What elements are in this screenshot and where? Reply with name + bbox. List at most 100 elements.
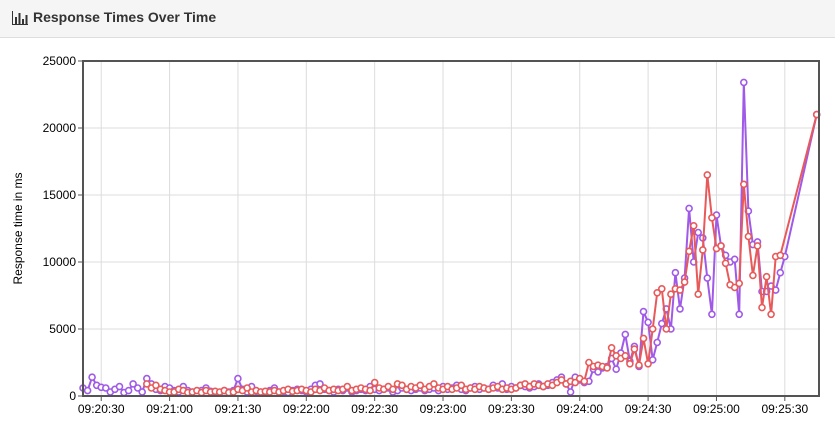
- x-tick-label: 09:21:30: [215, 402, 262, 416]
- data-point[interactable]: [102, 384, 110, 392]
- data-point[interactable]: [83, 386, 92, 395]
- data-point[interactable]: [776, 251, 785, 260]
- data-point[interactable]: [680, 278, 689, 286]
- data-point[interactable]: [694, 228, 703, 237]
- data-point[interactable]: [143, 380, 151, 388]
- data-point[interactable]: [557, 376, 566, 384]
- y-tick-label: 10000: [43, 255, 77, 269]
- data-point[interactable]: [644, 318, 652, 327]
- data-point[interactable]: [607, 343, 616, 352]
- data-point[interactable]: [708, 310, 716, 319]
- data-point[interactable]: [430, 380, 438, 388]
- data-point[interactable]: [621, 351, 630, 360]
- data-point[interactable]: [703, 274, 712, 282]
- data-point[interactable]: [152, 381, 160, 390]
- data-point[interactable]: [689, 222, 698, 230]
- data-point[interactable]: [735, 310, 744, 319]
- data-point[interactable]: [744, 232, 753, 241]
- data-point[interactable]: [124, 386, 133, 395]
- data-point[interactable]: [671, 268, 680, 277]
- x-tick-label: 09:21:00: [146, 402, 193, 416]
- data-point[interactable]: [717, 242, 725, 250]
- data-point[interactable]: [708, 214, 716, 222]
- data-point[interactable]: [776, 268, 785, 277]
- data-point[interactable]: [653, 289, 662, 297]
- data-point[interactable]: [639, 334, 648, 343]
- y-tick-label: 5000: [49, 322, 76, 336]
- x-tick-label: 09:20:30: [78, 402, 125, 416]
- x-tick-label: 09:22:00: [283, 402, 330, 416]
- data-point[interactable]: [739, 78, 748, 87]
- x-tick-label: 09:24:00: [556, 402, 603, 416]
- data-point[interactable]: [730, 283, 739, 292]
- data-point[interactable]: [635, 361, 643, 370]
- chart-series: [79, 78, 821, 398]
- data-point[interactable]: [585, 358, 593, 367]
- data-point[interactable]: [721, 259, 730, 268]
- data-point[interactable]: [685, 247, 693, 256]
- series-2: [143, 110, 821, 397]
- data-point[interactable]: [566, 388, 575, 396]
- data-point[interactable]: [753, 242, 762, 250]
- data-point[interactable]: [648, 355, 657, 364]
- data-point[interactable]: [138, 388, 146, 396]
- data-point[interactable]: [571, 378, 580, 387]
- data-point[interactable]: [612, 365, 621, 374]
- data-point[interactable]: [730, 255, 739, 264]
- data-point[interactable]: [685, 204, 693, 213]
- x-tick-label: 09:25:00: [693, 402, 740, 416]
- data-point[interactable]: [88, 373, 96, 382]
- x-axis: 09:20:30 09:21:00 09:21:30 09:22:00 09:22:30…: [78, 396, 808, 416]
- data-point[interactable]: [644, 359, 652, 368]
- data-point[interactable]: [115, 382, 124, 391]
- data-point[interactable]: [626, 359, 634, 368]
- y-tick-label: 15000: [43, 188, 77, 202]
- data-point[interactable]: [343, 382, 352, 391]
- data-point[interactable]: [457, 381, 466, 390]
- y-tick-label: 0: [69, 389, 76, 403]
- y-tick-label: 20000: [43, 121, 77, 135]
- data-point[interactable]: [416, 381, 425, 390]
- data-point[interactable]: [703, 171, 712, 179]
- panel-header: Response Times Over Time: [0, 0, 835, 38]
- plot-border: [82, 60, 820, 397]
- data-point[interactable]: [129, 380, 137, 388]
- data-point[interactable]: [243, 384, 251, 392]
- data-point[interactable]: [762, 272, 771, 281]
- x-tick-label: 09:25:30: [761, 402, 808, 416]
- data-point[interactable]: [133, 384, 142, 392]
- response-times-chart: 0 5000 10000 15000 20000 25000 09:20:30 09:21:…: [11, 54, 821, 416]
- data-point[interactable]: [389, 385, 397, 394]
- bar-chart-icon: [12, 11, 28, 25]
- data-point[interactable]: [653, 338, 662, 347]
- data-point[interactable]: [580, 377, 589, 386]
- data-point[interactable]: [657, 319, 666, 328]
- data-point[interactable]: [676, 305, 684, 313]
- data-point[interactable]: [749, 271, 757, 280]
- data-point[interactable]: [603, 364, 611, 372]
- y-tick-label: 25000: [43, 54, 77, 68]
- data-point[interactable]: [630, 345, 639, 353]
- data-point[interactable]: [739, 180, 748, 189]
- series-1: [79, 78, 821, 398]
- data-point[interactable]: [694, 290, 703, 299]
- x-tick-label: 09:24:30: [625, 402, 672, 416]
- data-point[interactable]: [735, 279, 744, 288]
- y-axis: 0 5000 10000 15000 20000 25000: [43, 54, 83, 403]
- data-point[interactable]: [398, 381, 406, 390]
- data-point[interactable]: [639, 307, 648, 316]
- data-point[interactable]: [234, 374, 242, 383]
- panel-title: Response Times Over Time: [33, 9, 217, 25]
- data-point[interactable]: [621, 330, 630, 339]
- data-point[interactable]: [657, 285, 666, 293]
- data-point[interactable]: [648, 325, 657, 333]
- data-point[interactable]: [676, 286, 684, 294]
- data-point[interactable]: [366, 386, 374, 395]
- data-point[interactable]: [667, 290, 675, 299]
- data-point[interactable]: [767, 310, 775, 319]
- x-tick-label: 09:22:30: [351, 402, 398, 416]
- data-point[interactable]: [370, 378, 379, 387]
- data-point[interactable]: [662, 325, 671, 333]
- data-point[interactable]: [758, 303, 766, 312]
- data-point[interactable]: [698, 246, 707, 254]
